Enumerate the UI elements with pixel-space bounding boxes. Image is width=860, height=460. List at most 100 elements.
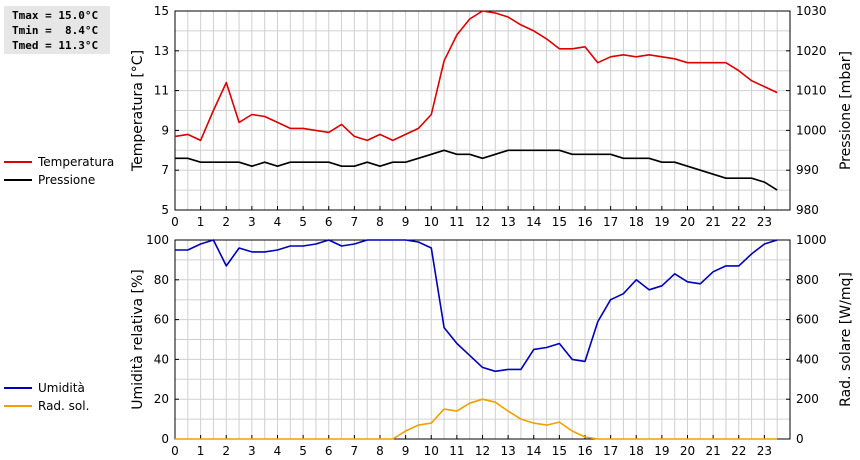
x-tick-label: 7 [351,215,359,229]
x-tick-label: 21 [705,215,720,229]
x-tick-label: 5 [299,444,307,458]
x-tick-label: 9 [402,444,410,458]
y-left-axis-label: Temperatura [°C] [130,50,146,172]
y-right-tick-label: 1010 [796,84,827,98]
tmed-text: Tmed = 11.3°C [12,39,99,52]
x-tick-label: 17 [603,444,618,458]
x-tick-label: 18 [629,444,644,458]
x-tick-label: 22 [731,215,746,229]
y-right-axis-label: Pressione [mbar] [838,51,854,170]
x-tick-label: 0 [171,215,179,229]
x-tick-label: 18 [629,215,644,229]
x-tick-label: 15 [552,215,567,229]
x-tick-label: 4 [274,444,282,458]
y-right-tick-label: 1030 [796,4,827,18]
legend-item-temperatura: Temperatura [4,153,114,171]
x-tick-label: 23 [757,215,772,229]
legend-label-pressione: Pressione [38,173,96,187]
y-left-tick-label: 7 [161,163,169,177]
x-tick-label: 10 [424,215,439,229]
y-left-tick-label: 100 [146,233,169,247]
legend-swatch-radsol [4,405,32,407]
y-left-tick-label: 0 [161,432,169,446]
x-tick-label: 13 [500,215,515,229]
x-tick-label: 13 [500,444,515,458]
y-left-tick-label: 13 [154,44,169,58]
y-left-tick-label: 80 [154,273,169,287]
x-tick-label: 3 [248,444,256,458]
x-tick-label: 23 [757,444,772,458]
y-left-tick-label: 20 [154,392,169,406]
x-tick-label: 10 [424,444,439,458]
legend-item-pressione: Pressione [4,171,114,189]
y-right-tick-label: 400 [796,352,819,366]
legend-top: Temperatura Pressione [4,153,114,189]
x-tick-label: 9 [402,215,410,229]
legend-label-radsol: Rad. sol. [38,399,90,413]
x-tick-label: 19 [654,444,669,458]
y-right-tick-label: 990 [796,163,819,177]
series-line-temperatura [174,10,778,142]
y-left-tick-label: 11 [154,84,169,98]
x-tick-label: 17 [603,215,618,229]
y-left-axis-label: Umidità relativa [%] [130,269,146,410]
x-tick-label: 21 [705,444,720,458]
x-tick-label: 12 [475,444,490,458]
y-left-tick-label: 5 [161,203,169,217]
x-tick-label: 6 [325,215,333,229]
x-tick-label: 4 [274,215,282,229]
series-line-rad-sol- [175,398,778,440]
x-tick-label: 14 [526,215,541,229]
x-tick-label: 2 [222,444,230,458]
y-right-tick-label: 800 [796,273,819,287]
chart-panel-0: 0 1 2 3 4 5 6 7 8 9 10 11 12 13 14 15 16 17 18 19 20 21 22 2357… [130,4,854,229]
y-right-tick-label: 600 [796,313,819,327]
x-tick-label: 6 [325,444,333,458]
y-right-tick-label: 980 [796,203,819,217]
x-tick-label: 1 [197,444,205,458]
x-tick-label: 16 [577,444,592,458]
chart-panel-1: 0 1 2 3 4 5 6 7 8 9 10 11 12 13 14 15 16 17 18 19 20 21 22 2302… [130,233,854,458]
legend-swatch-pressione [4,179,32,181]
y-left-tick-label: 60 [154,313,169,327]
y-left-tick-label: 9 [161,123,169,137]
y-right-axis-label: Rad. solare [W/mq] [838,272,854,407]
tmax-text: Tmax = 15.0°C [12,9,99,22]
y-right-tick-label: 1020 [796,44,827,58]
legend-label-umidita: Umidità [38,381,85,395]
x-tick-label: 5 [299,215,307,229]
x-tick-label: 7 [351,444,359,458]
x-tick-label: 15 [552,444,567,458]
x-tick-label: 1 [197,215,205,229]
y-right-tick-label: 1000 [796,233,827,247]
legend-bottom: Umidità Rad. sol. [4,379,89,415]
y-right-tick-label: 200 [796,392,819,406]
y-right-tick-label: 1000 [796,123,827,137]
x-tick-label: 14 [526,444,541,458]
x-tick-label: 12 [475,215,490,229]
x-tick-label: 11 [449,444,464,458]
series-line-umidit- [175,239,778,373]
x-tick-label: 20 [680,215,695,229]
x-tick-label: 16 [577,215,592,229]
y-right-tick-label: 0 [796,432,804,446]
legend-swatch-umidita [4,387,32,389]
x-tick-label: 0 [171,444,179,458]
legend-swatch-temperatura [4,161,32,163]
x-tick-label: 8 [376,444,384,458]
y-left-tick-label: 40 [154,352,169,366]
x-tick-label: 20 [680,444,695,458]
x-tick-label: 19 [654,215,669,229]
tmin-text: Tmin = 8.4°C [12,24,99,37]
stats-box: Tmax = 15.0°C Tmin = 8.4°C Tmed = 11.3°C [4,6,110,54]
legend-label-temperatura: Temperatura [38,155,115,169]
x-tick-label: 11 [449,215,464,229]
legend-item-radsol: Rad. sol. [4,397,89,415]
x-tick-label: 3 [248,215,256,229]
series-line-pressione [175,149,778,191]
x-tick-label: 2 [222,215,230,229]
legend-item-umidita: Umidità [4,379,89,397]
x-tick-label: 8 [376,215,384,229]
x-tick-label: 22 [731,444,746,458]
